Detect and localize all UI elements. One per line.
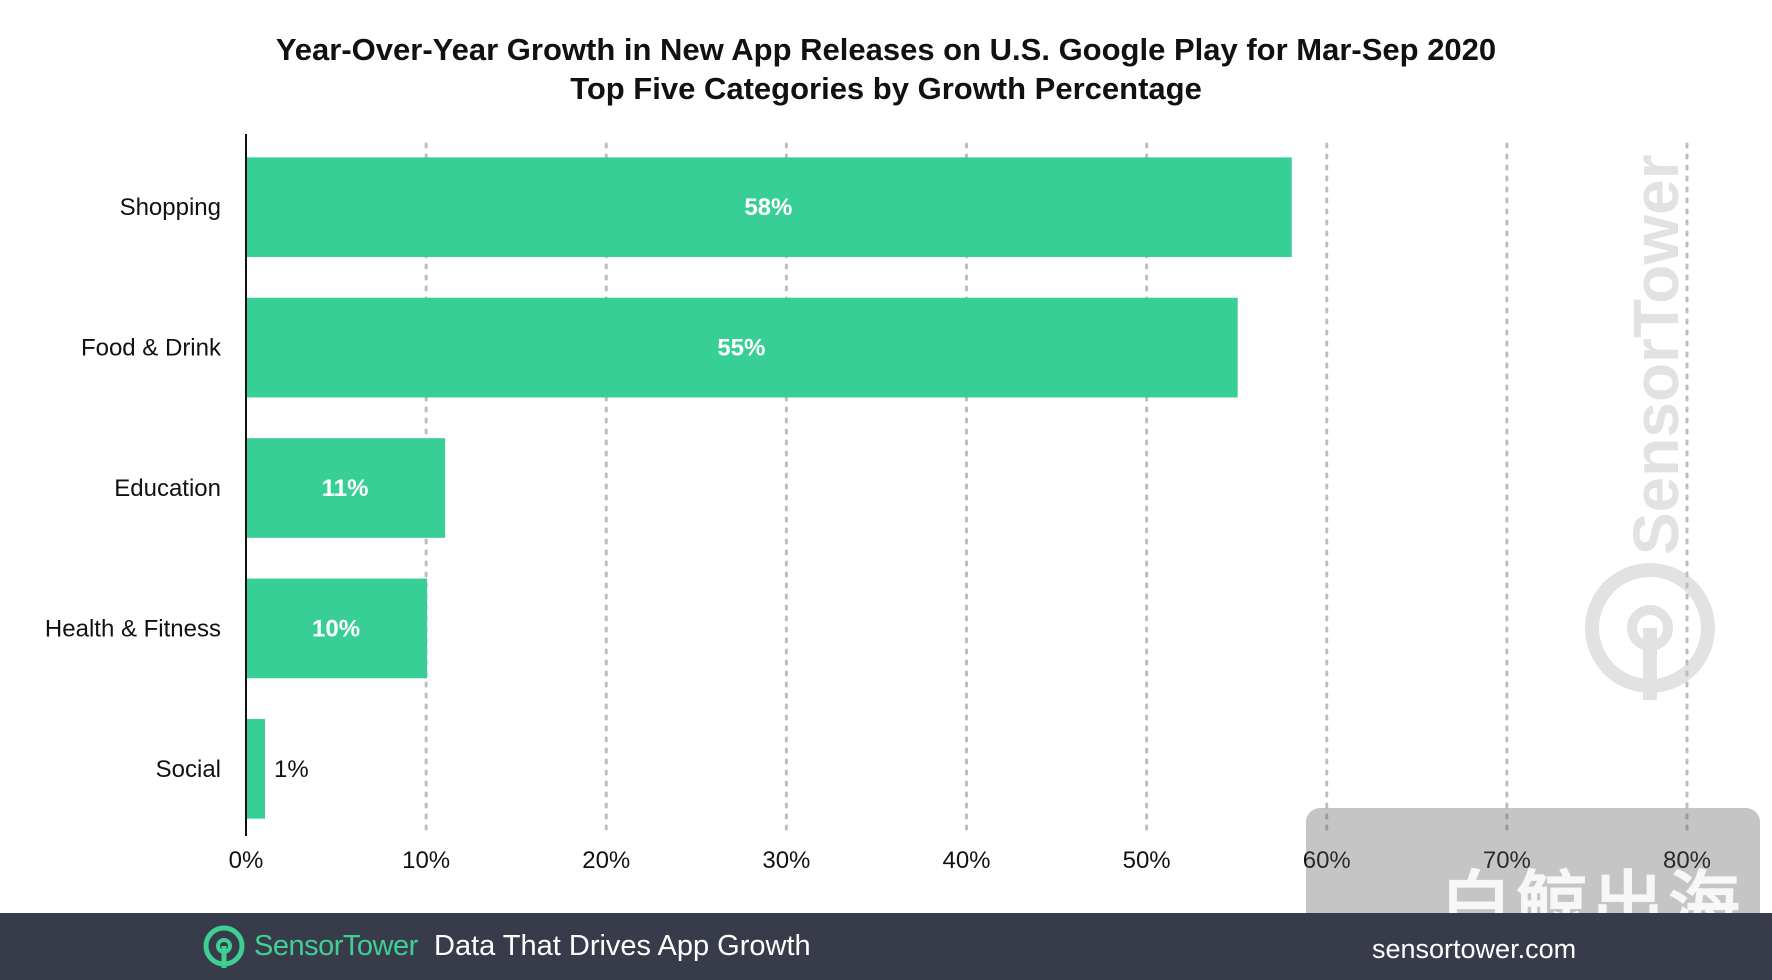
footer-site: sensortower.com bbox=[1372, 934, 1577, 964]
category-labels: Shopping Food & Drink Education Health & Fi… bbox=[45, 194, 222, 783]
bars bbox=[247, 157, 1292, 819]
value-labels: 58% 55% 11% 10% 1% bbox=[274, 194, 792, 783]
x-tick-label: 50% bbox=[1123, 847, 1171, 874]
sensortower-watermark-icon bbox=[1585, 563, 1715, 700]
footer-bar: SensorTower Data That Drives App Growth … bbox=[0, 913, 1772, 980]
bar bbox=[247, 438, 446, 538]
value-label: 10% bbox=[312, 615, 360, 642]
footer-tagline: Data That Drives App Growth bbox=[434, 930, 811, 962]
bar bbox=[247, 578, 428, 679]
category-label: Education bbox=[114, 475, 221, 502]
x-tick-label: 10% bbox=[402, 847, 450, 874]
value-label: 58% bbox=[744, 194, 792, 221]
chart-title-block: Year-Over-Year Growth in New App Release… bbox=[0, 30, 1772, 108]
x-tick-labels: 0% 10% 20% 30% 40% 50% 60% 70% 80% bbox=[229, 847, 1711, 874]
x-tick-label: 0% bbox=[229, 847, 264, 874]
footer-brand: SensorTower bbox=[254, 930, 418, 962]
category-label: Health & Fitness bbox=[45, 615, 221, 642]
value-label: 55% bbox=[717, 335, 765, 362]
sensortower-logo-icon bbox=[203, 925, 245, 968]
x-tick-label: 80% bbox=[1663, 847, 1711, 874]
bar bbox=[247, 297, 1238, 398]
value-label: 1% bbox=[274, 756, 309, 783]
bar bbox=[247, 157, 1292, 258]
category-label: Social bbox=[156, 756, 221, 783]
sensortower-watermark: SensorTower bbox=[1585, 154, 1715, 700]
watermark-text: SensorTower bbox=[1620, 154, 1692, 555]
category-label: Shopping bbox=[120, 194, 221, 221]
category-label: Food & Drink bbox=[81, 335, 222, 362]
chart-title: Year-Over-Year Growth in New App Release… bbox=[275, 32, 1497, 67]
value-label: 11% bbox=[322, 475, 369, 502]
chart-subtitle: Top Five Categories by Growth Percentage bbox=[570, 71, 1202, 106]
bar bbox=[247, 718, 266, 819]
x-tick-label: 40% bbox=[942, 847, 990, 874]
x-tick-label: 60% bbox=[1303, 847, 1351, 874]
bar-chart: SensorTower Shopping Food & Drink Educatio… bbox=[45, 134, 1715, 874]
x-tick-label: 30% bbox=[762, 847, 810, 874]
x-tick-label: 70% bbox=[1483, 847, 1531, 874]
x-tick-label: 20% bbox=[582, 847, 630, 874]
